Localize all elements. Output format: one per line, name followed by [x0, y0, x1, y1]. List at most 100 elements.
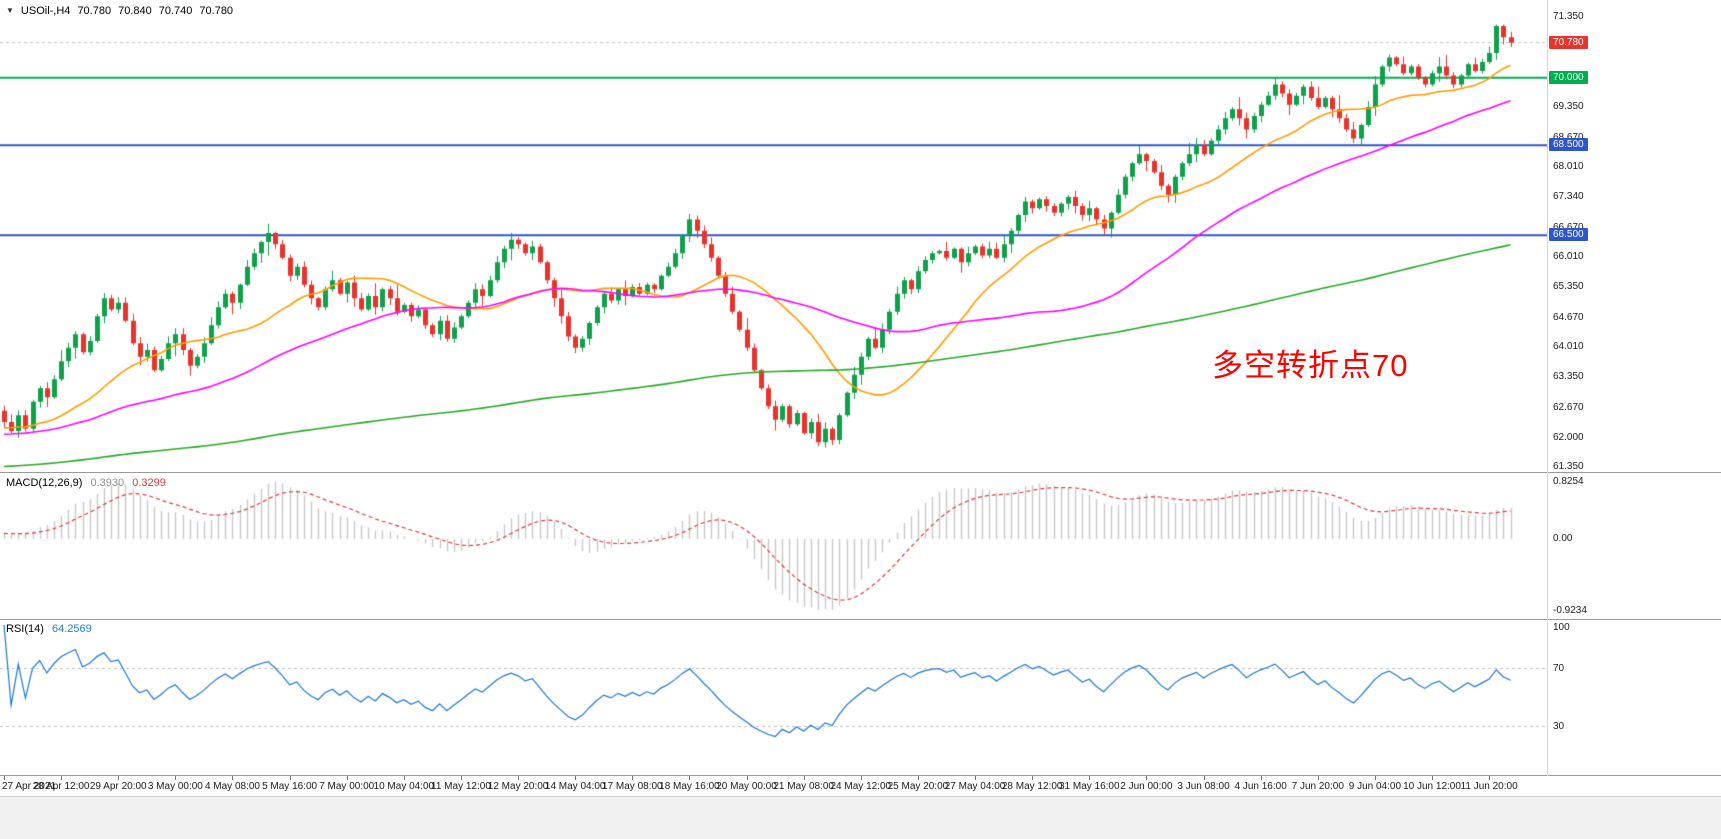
time-axis-label: 10 Jun 12:00: [1403, 781, 1461, 792]
macd-panel-canvas[interactable]: [0, 473, 1547, 619]
rsi-axis-70-label: 70: [1553, 662, 1565, 674]
time-tick: [975, 776, 976, 780]
time-tick: [804, 776, 805, 780]
time-axis-label: 10 May 04:00: [373, 781, 435, 792]
low-value: 70.740: [158, 5, 193, 17]
time-tick: [1089, 776, 1090, 780]
time-tick: [1375, 776, 1376, 780]
time-tick: [347, 776, 348, 780]
time-tick: [1204, 776, 1205, 780]
high-value: 70.840: [118, 5, 152, 17]
annotation-text: 多空转折点70: [1212, 348, 1409, 383]
time-axis-label: 27 May 04:00: [944, 781, 1006, 792]
time-tick: [747, 776, 748, 780]
ohlc-header: ▼ USOil-,H4 70.780 70.840 70.740 70.780: [6, 5, 233, 17]
price-axis-label: 64.010: [1553, 341, 1584, 353]
time-tick: [4, 776, 5, 780]
time-axis-label: 28 May 12:00: [1001, 781, 1063, 792]
time-axis-label: 27 Apr 2021: [2, 781, 56, 792]
price-chart-canvas[interactable]: [0, 0, 1547, 472]
time-tick: [118, 776, 119, 780]
price-axis-label: 63.350: [1553, 371, 1584, 382]
time-axis-label: 24 May 12:00: [830, 781, 892, 792]
time-axis-label: 17 May 08:00: [602, 781, 663, 792]
time-tick: [1146, 776, 1147, 780]
rsi-value: 64.2569: [51, 623, 92, 635]
rsi-axis-100-label: 100: [1553, 622, 1570, 633]
time-axis-label: 4 Jun 16:00: [1234, 781, 1287, 792]
time-axis-label: 2 Jun 00:00: [1120, 781, 1173, 792]
time-tick: [61, 776, 62, 780]
time-tick: [861, 776, 862, 780]
rsi-name: RSI(14): [6, 623, 44, 635]
time-tick: [1489, 776, 1490, 780]
macd-axis-zero-label: 0.00: [1553, 532, 1573, 544]
price-axis-label: 68.010: [1553, 161, 1584, 173]
time-axis-label: 5 May 16:00: [262, 781, 318, 792]
time-axis-label: 21 May 08:00: [773, 781, 834, 792]
panel-divider[interactable]: [0, 472, 1721, 473]
time-axis-label: 4 May 08:00: [204, 781, 260, 792]
time-axis-label: 11 May 12:00: [431, 781, 491, 792]
macd-axis-max-label: 0.8254: [1553, 476, 1584, 487]
price-axis-badge: 66.500: [1549, 228, 1588, 242]
macd-indicator-label: MACD(12,26,9) 0.3930 0.3299: [6, 477, 171, 489]
price-axis-label: 66.670: [1553, 221, 1584, 233]
time-tick: [461, 776, 462, 780]
time-axis-label: 3 Jun 08:00: [1177, 781, 1230, 792]
time-axis-label: 29 Apr 20:00: [89, 781, 147, 792]
time-tick: [632, 776, 633, 780]
time-axis-label: 28 Apr 12:00: [32, 781, 90, 792]
time-axis-label: 12 May 20:00: [487, 781, 549, 792]
time-tick: [689, 776, 690, 780]
time-tick: [518, 776, 519, 780]
panel-divider[interactable]: [0, 775, 1721, 776]
price-axis-label: 71.350: [1553, 11, 1584, 22]
price-axis-label: 65.350: [1553, 281, 1584, 292]
time-axis-label: 11 Jun 20:00: [1460, 781, 1518, 792]
time-axis[interactable]: 27 Apr 2021 28 Apr 12:00 29 Apr 20:00 3 May…: [0, 776, 1721, 796]
time-axis-label: 7 May 00:00: [319, 781, 375, 792]
collapse-chart-icon[interactable]: ▼: [6, 5, 14, 15]
time-tick: [1261, 776, 1262, 780]
price-axis-label: 64.670: [1553, 311, 1584, 323]
macd-signal-value: 0.3299: [132, 477, 166, 489]
open-value: 70.780: [77, 5, 112, 17]
macd-name: MACD(12,26,9): [6, 477, 83, 489]
price-axis-label: 61.350: [1553, 461, 1584, 472]
price-axis-badge: 70.000: [1549, 70, 1588, 84]
time-axis-label: 7 Jun 20:00: [1291, 781, 1344, 792]
time-axis-label: 14 May 04:00: [544, 781, 606, 792]
price-axis-label: 62.670: [1553, 401, 1584, 413]
rsi-panel-canvas[interactable]: [0, 620, 1547, 775]
time-tick: [290, 776, 291, 780]
time-tick: [918, 776, 919, 780]
price-axis-label: 68.670: [1553, 131, 1584, 143]
time-tick: [575, 776, 576, 780]
price-axis-divider: [1547, 0, 1548, 776]
time-axis-label: 20 May 00:00: [716, 781, 777, 792]
time-tick: [175, 776, 176, 780]
price-axis-label: 66.010: [1553, 251, 1584, 263]
time-tick: [1318, 776, 1319, 780]
price-axis-label: 67.340: [1553, 191, 1584, 203]
time-tick: [232, 776, 233, 780]
symbol-timeframe-label: USOil-,H4: [20, 5, 71, 17]
panel-divider[interactable]: [0, 619, 1721, 620]
time-axis-label: 25 May 20:00: [887, 781, 949, 792]
price-axis-badge: 68.500: [1549, 138, 1588, 152]
price-axis[interactable]: 71.350 69.350 68.670 68.010 67.340 66.670 66.0…: [1548, 0, 1721, 796]
price-axis-label: 62.000: [1553, 431, 1584, 443]
macd-axis-min-label: -0.9234: [1553, 605, 1587, 616]
macd-main-value: 0.3930: [90, 477, 125, 489]
price-axis-badge: 70.780: [1549, 35, 1588, 49]
time-axis-label: 18 May 16:00: [659, 781, 720, 792]
rsi-axis-30-label: 30: [1553, 720, 1565, 732]
bottom-strip: [0, 796, 1721, 839]
time-tick: [404, 776, 405, 780]
time-tick: [1432, 776, 1433, 780]
price-axis-label: 69.350: [1553, 101, 1584, 112]
close-value: 70.780: [199, 5, 234, 17]
rsi-indicator-label: RSI(14) 64.2569: [6, 623, 97, 635]
